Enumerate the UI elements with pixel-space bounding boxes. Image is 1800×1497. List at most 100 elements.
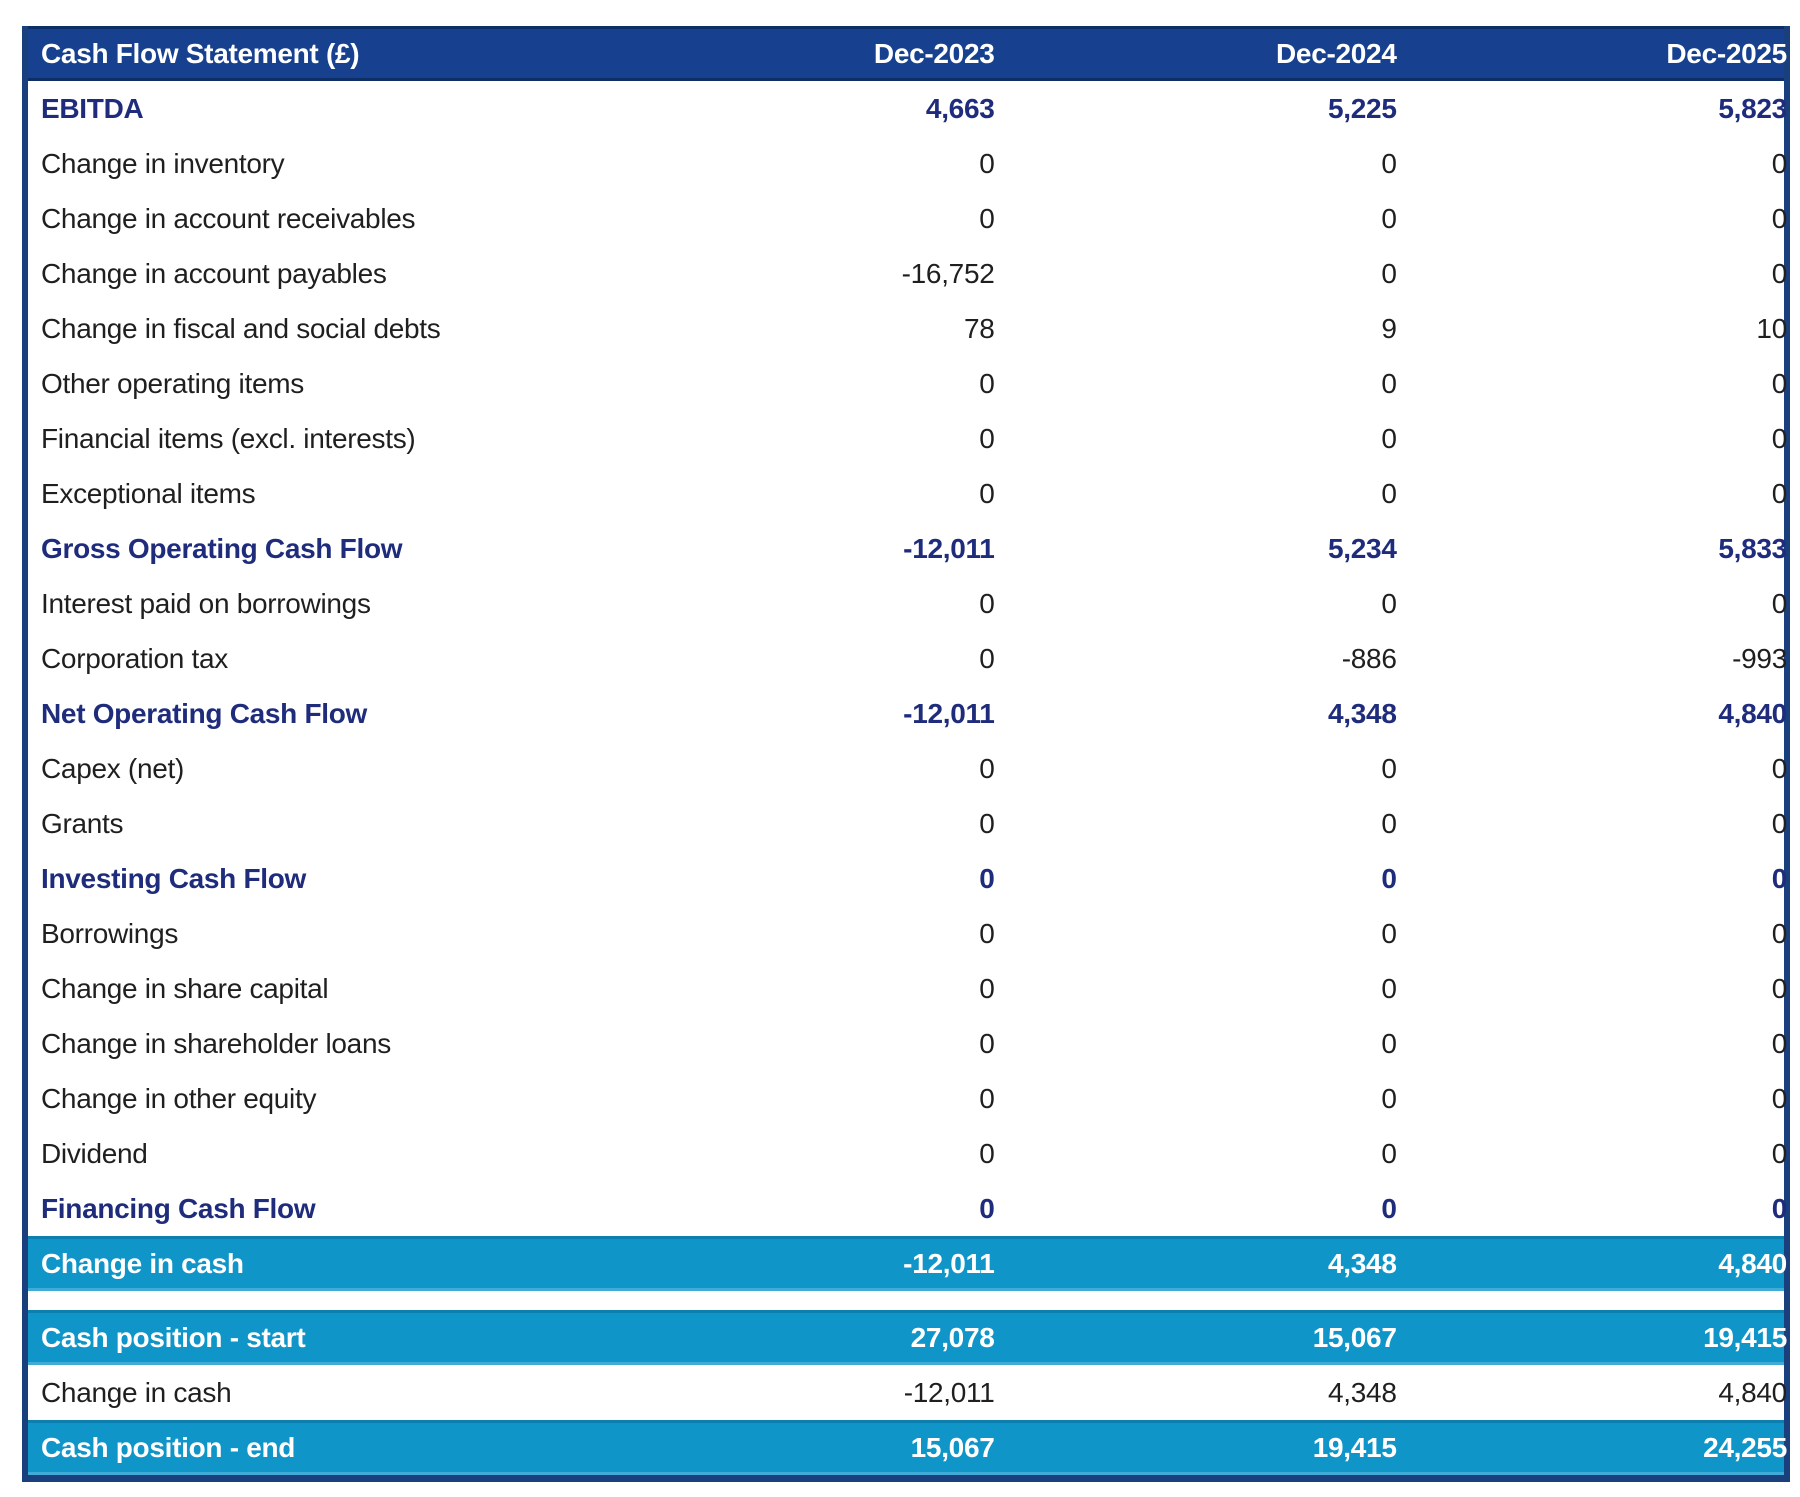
row-label: Change in cash xyxy=(41,1376,232,1408)
row-value: 27,078 xyxy=(910,1321,995,1353)
table-row: Net Operating Cash Flow -12,011 4,348 4,840 xyxy=(28,686,1787,741)
row-value: 0 xyxy=(1381,1137,1397,1169)
row-value: 4,348 xyxy=(1328,1247,1397,1279)
row-label: Change in share capital xyxy=(41,972,329,1004)
row-value: 0 xyxy=(1771,257,1788,289)
row-label: Gross Operating Cash Flow xyxy=(41,532,403,564)
row-value: 4,840 xyxy=(1718,1247,1787,1279)
row-value: 0 xyxy=(1771,477,1788,509)
row-value: 19,415 xyxy=(1703,1321,1787,1353)
row-label: Grants xyxy=(41,807,124,839)
table-header-row: Cash Flow Statement (£) Dec-2023 Dec-202… xyxy=(28,26,1787,81)
row-value: 0 xyxy=(1771,972,1788,1004)
row-value: 0 xyxy=(1381,972,1397,1004)
column-header-dec-2024: Dec-2024 xyxy=(1276,37,1397,69)
row-label: Change in cash xyxy=(41,1247,244,1279)
table-row: Gross Operating Cash Flow -12,011 5,234 5,8… xyxy=(28,521,1787,576)
table-row: Investing Cash Flow 0 0 0 xyxy=(28,851,1787,906)
row-label: Corporation tax xyxy=(41,642,228,674)
row-value: 0 xyxy=(1381,477,1397,509)
row-value: 0 xyxy=(979,477,995,509)
row-value: 4,348 xyxy=(1328,697,1397,729)
spacer-row xyxy=(28,1291,1784,1310)
row-value: -12,011 xyxy=(903,532,995,564)
table-title: Cash Flow Statement (£) xyxy=(41,37,360,69)
row-value: 15,067 xyxy=(1312,1321,1397,1353)
table-row: Grants 0 0 0 xyxy=(28,796,1787,851)
table-row: Change in shareholder loans 0 0 0 xyxy=(28,1016,1787,1071)
row-value: -16,752 xyxy=(901,257,995,289)
row-value: 0 xyxy=(1381,862,1397,894)
row-value: 10 xyxy=(1756,312,1787,344)
row-value: 0 xyxy=(1381,367,1397,399)
row-value: 0 xyxy=(1381,1192,1397,1224)
row-value: 0 xyxy=(979,202,995,234)
table-row: Other operating items 0 0 0 xyxy=(28,356,1787,411)
row-value: 0 xyxy=(1381,422,1397,454)
row-value: 0 xyxy=(979,422,995,454)
row-value: 4,840 xyxy=(1718,1376,1787,1408)
row-value: 0 xyxy=(1771,862,1788,894)
table-row: Change in other equity 0 0 0 xyxy=(28,1071,1787,1126)
row-value: -886 xyxy=(1341,642,1397,674)
table-row: Cash position - start 27,078 15,067 19,415 xyxy=(28,1310,1787,1365)
row-value: 0 xyxy=(1771,1137,1788,1169)
table-row: Dividend 0 0 0 xyxy=(28,1126,1787,1181)
row-value: 9 xyxy=(1381,312,1397,344)
column-header-dec-2023: Dec-2023 xyxy=(873,37,995,69)
row-value: 15,067 xyxy=(910,1431,995,1463)
row-label: Change in other equity xyxy=(41,1082,317,1114)
table-row: Financial items (excl. interests) 0 0 0 xyxy=(28,411,1787,466)
row-value: 78 xyxy=(963,312,995,344)
row-value: 0 xyxy=(979,752,995,784)
row-value: 0 xyxy=(1771,587,1788,619)
row-value: -12,011 xyxy=(903,1376,995,1408)
row-value: 5,833 xyxy=(1718,532,1787,564)
row-value: -12,011 xyxy=(903,697,995,729)
row-label: Capex (net) xyxy=(41,752,184,784)
row-value: 0 xyxy=(979,917,995,949)
row-value: 0 xyxy=(979,807,995,839)
row-label: Other operating items xyxy=(41,367,304,399)
row-label: Change in inventory xyxy=(41,147,285,179)
row-label: Interest paid on borrowings xyxy=(41,587,371,619)
row-value: 4,840 xyxy=(1718,697,1787,729)
table-row: Change in account receivables 0 0 0 xyxy=(28,191,1787,246)
row-value: 24,255 xyxy=(1703,1431,1787,1463)
row-value: -12,011 xyxy=(903,1247,995,1279)
row-value: 5,225 xyxy=(1328,92,1397,124)
row-value: 0 xyxy=(1771,367,1788,399)
row-label: Cash position - end xyxy=(41,1431,296,1463)
row-value: 0 xyxy=(1381,1027,1397,1059)
row-label: Exceptional items xyxy=(41,477,256,509)
table-row: Exceptional items 0 0 0 xyxy=(28,466,1787,521)
row-value: -993 xyxy=(1732,642,1787,674)
table-row: Borrowings 0 0 0 xyxy=(28,906,1787,961)
row-value: 0 xyxy=(1771,1082,1788,1114)
table-body: EBITDA 4,663 5,225 5,823 Change in inventory… xyxy=(28,81,1787,1475)
table-row: Change in share capital 0 0 0 xyxy=(28,961,1787,1016)
table-row: Interest paid on borrowings 0 0 0 xyxy=(28,576,1787,631)
row-value: 0 xyxy=(979,972,995,1004)
row-value: 0 xyxy=(1381,807,1397,839)
row-value: 0 xyxy=(1771,752,1788,784)
row-value: 0 xyxy=(1771,807,1788,839)
row-value: 0 xyxy=(1771,1192,1788,1224)
row-value: 0 xyxy=(1771,917,1788,949)
table-row: Change in cash -12,011 4,348 4,840 xyxy=(28,1365,1787,1420)
row-value: 0 xyxy=(979,1137,995,1169)
row-value: 0 xyxy=(1771,202,1788,234)
row-value: 0 xyxy=(1381,147,1397,179)
row-value: 5,234 xyxy=(1328,532,1397,564)
row-value: 0 xyxy=(979,1027,995,1059)
column-header-dec-2025: Dec-2025 xyxy=(1666,37,1787,69)
row-label: Net Operating Cash Flow xyxy=(41,697,368,729)
row-value: 4,348 xyxy=(1328,1376,1397,1408)
row-label: Change in account receivables xyxy=(41,202,416,234)
row-value: 0 xyxy=(979,1082,995,1114)
row-value: 0 xyxy=(1771,422,1788,454)
cash-flow-statement-table: Cash Flow Statement (£) Dec-2023 Dec-202… xyxy=(22,26,1790,1482)
row-label: Dividend xyxy=(41,1137,148,1169)
table-row: Change in inventory 0 0 0 xyxy=(28,136,1787,191)
row-value: 0 xyxy=(1381,257,1397,289)
